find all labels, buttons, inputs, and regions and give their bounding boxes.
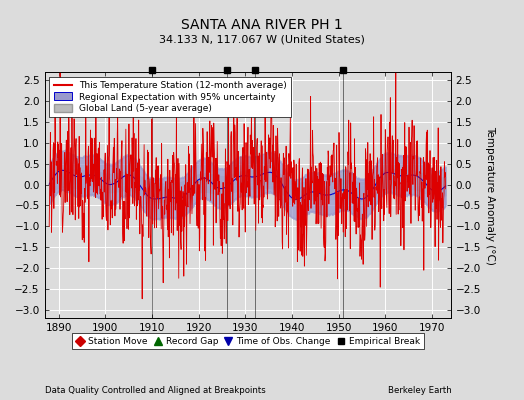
Text: 34.133 N, 117.067 W (United States): 34.133 N, 117.067 W (United States) — [159, 34, 365, 44]
Text: Data Quality Controlled and Aligned at Breakpoints: Data Quality Controlled and Aligned at B… — [45, 386, 265, 395]
Text: SANTA ANA RIVER PH 1: SANTA ANA RIVER PH 1 — [181, 18, 343, 32]
Text: Berkeley Earth: Berkeley Earth — [388, 386, 452, 395]
Legend: This Temperature Station (12-month average), Regional Expectation with 95% uncer: This Temperature Station (12-month avera… — [49, 76, 291, 118]
Y-axis label: Temperature Anomaly (°C): Temperature Anomaly (°C) — [485, 126, 495, 264]
Legend: Station Move, Record Gap, Time of Obs. Change, Empirical Break: Station Move, Record Gap, Time of Obs. C… — [72, 333, 423, 350]
